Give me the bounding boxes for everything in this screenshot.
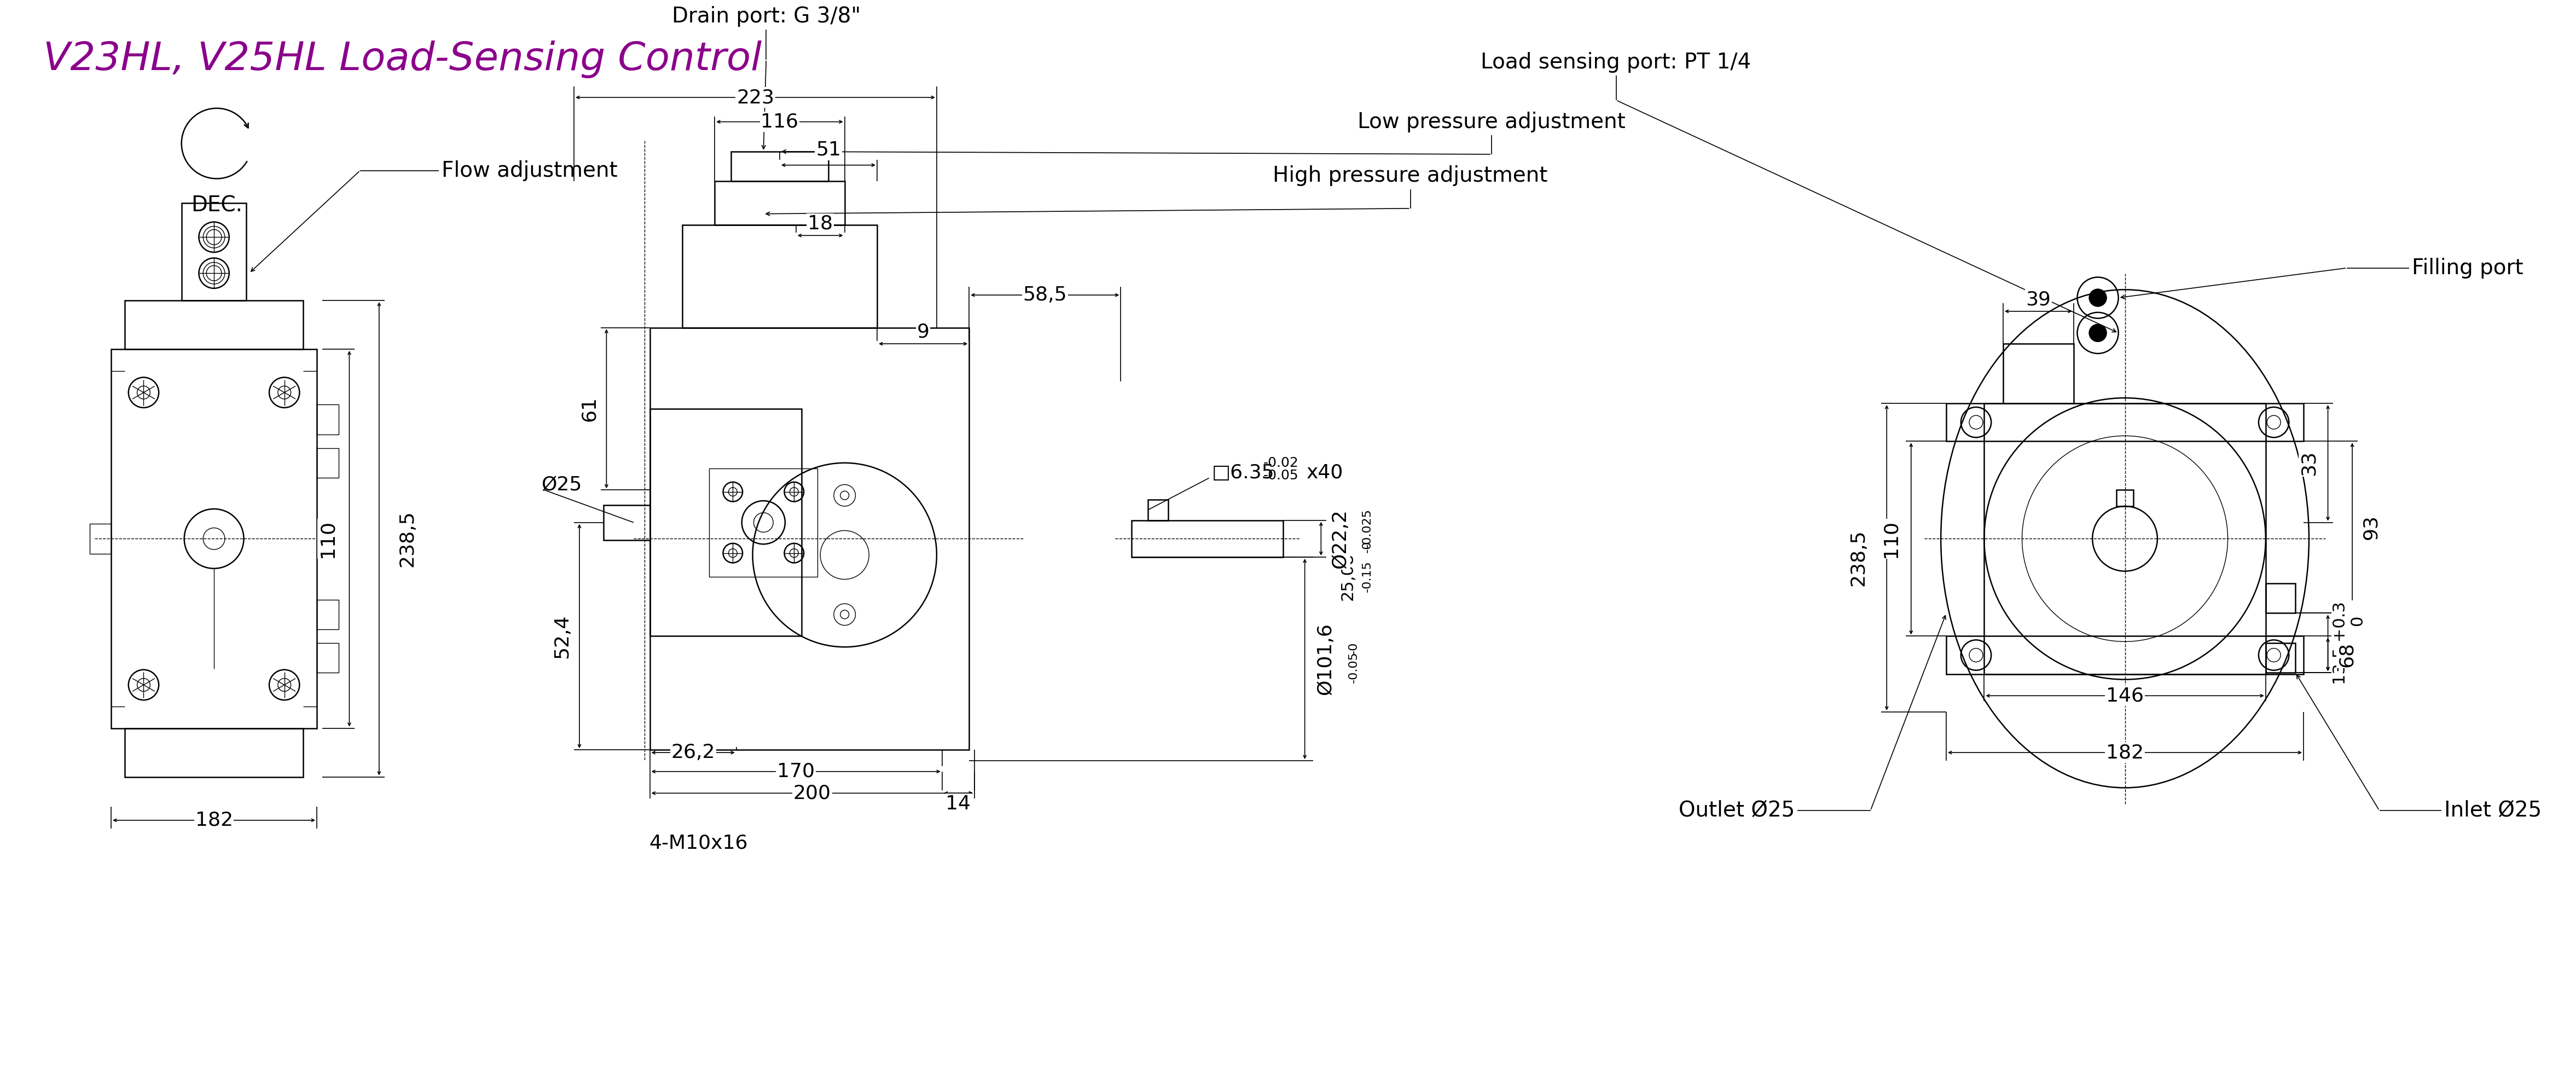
Text: Load sensing port: PT 1/4: Load sensing port: PT 1/4 <box>1481 52 1752 72</box>
Text: Drain port: G 3/8": Drain port: G 3/8" <box>672 6 860 27</box>
Bar <box>603 505 649 540</box>
Bar <box>649 409 801 637</box>
Text: 13,5 +0.3
        0: 13,5 +0.3 0 <box>2331 601 2367 685</box>
Text: -0.05: -0.05 <box>1347 652 1360 683</box>
Text: 116: 116 <box>760 112 799 131</box>
Text: V23HL, V25HL Load-Sensing Control: V23HL, V25HL Load-Sensing Control <box>44 41 762 79</box>
Bar <box>649 327 969 750</box>
Text: Ø22,2: Ø22,2 <box>1332 509 1350 569</box>
Text: 51: 51 <box>817 141 840 159</box>
Bar <box>2267 584 2295 613</box>
Bar <box>317 448 337 478</box>
Bar <box>124 300 304 349</box>
Bar <box>317 405 337 434</box>
Text: 93: 93 <box>2362 515 2380 540</box>
Text: 25,08: 25,08 <box>1340 553 1355 601</box>
Text: 58,5: 58,5 <box>1023 285 1066 305</box>
Text: 9: 9 <box>917 323 930 341</box>
Text: 110: 110 <box>1880 520 1901 558</box>
Text: Inlet Ø25: Inlet Ø25 <box>2445 800 2543 821</box>
Text: -0.15: -0.15 <box>1363 561 1373 592</box>
Bar <box>732 152 829 181</box>
Text: Ø25: Ø25 <box>541 475 582 494</box>
Text: DEC.: DEC. <box>191 195 242 215</box>
Bar <box>180 202 247 300</box>
Text: 182: 182 <box>2107 743 2143 761</box>
Bar <box>1947 637 2303 674</box>
Text: 170: 170 <box>778 763 814 781</box>
Text: -0.05: -0.05 <box>1262 468 1298 481</box>
Text: 223: 223 <box>737 88 775 107</box>
Bar <box>90 523 111 554</box>
Text: 238,5: 238,5 <box>1850 529 1868 586</box>
Bar <box>1947 404 2303 442</box>
Text: □6.35: □6.35 <box>1211 463 1275 481</box>
Text: 39: 39 <box>2025 290 2050 309</box>
Bar <box>683 225 876 327</box>
Text: Ø101,6: Ø101,6 <box>1316 623 1334 695</box>
Text: -0.025: -0.025 <box>1363 508 1373 547</box>
Text: 182: 182 <box>196 811 232 829</box>
Text: x40: x40 <box>1306 463 1342 481</box>
Bar <box>2267 643 2295 673</box>
Text: 146: 146 <box>2107 686 2143 705</box>
Bar <box>1984 404 2267 674</box>
Bar <box>714 181 845 225</box>
Text: -0: -0 <box>1347 642 1360 654</box>
Bar <box>317 600 337 629</box>
Bar <box>1131 520 1283 557</box>
Text: 110: 110 <box>319 520 337 558</box>
Bar <box>708 468 817 576</box>
Bar <box>2004 344 2074 404</box>
Circle shape <box>2089 289 2107 307</box>
Bar <box>111 349 317 728</box>
Text: 14: 14 <box>945 795 971 813</box>
Bar <box>1149 500 1170 520</box>
Text: 18: 18 <box>809 214 832 233</box>
Text: Flow adjustment: Flow adjustment <box>440 160 618 181</box>
Text: 52,4: 52,4 <box>554 614 572 658</box>
Text: 238,5: 238,5 <box>397 510 417 568</box>
Bar <box>124 728 304 777</box>
Text: Filling port: Filling port <box>2411 257 2524 278</box>
Text: -0: -0 <box>1363 541 1373 553</box>
Bar <box>2117 490 2133 506</box>
Text: 61: 61 <box>580 396 598 421</box>
Text: 26,2: 26,2 <box>672 743 716 761</box>
Text: 33: 33 <box>2300 450 2318 475</box>
Bar <box>317 643 337 673</box>
Text: Outlet Ø25: Outlet Ø25 <box>1680 800 1795 821</box>
Text: 4-M10x16: 4-M10x16 <box>649 834 747 852</box>
Text: High pressure adjustment: High pressure adjustment <box>1273 166 1548 186</box>
Text: Low pressure adjustment: Low pressure adjustment <box>1358 111 1625 132</box>
Circle shape <box>2089 324 2107 341</box>
Text: 68: 68 <box>2336 642 2357 667</box>
Text: -0.02: -0.02 <box>1262 457 1298 470</box>
Text: 200: 200 <box>793 784 832 802</box>
